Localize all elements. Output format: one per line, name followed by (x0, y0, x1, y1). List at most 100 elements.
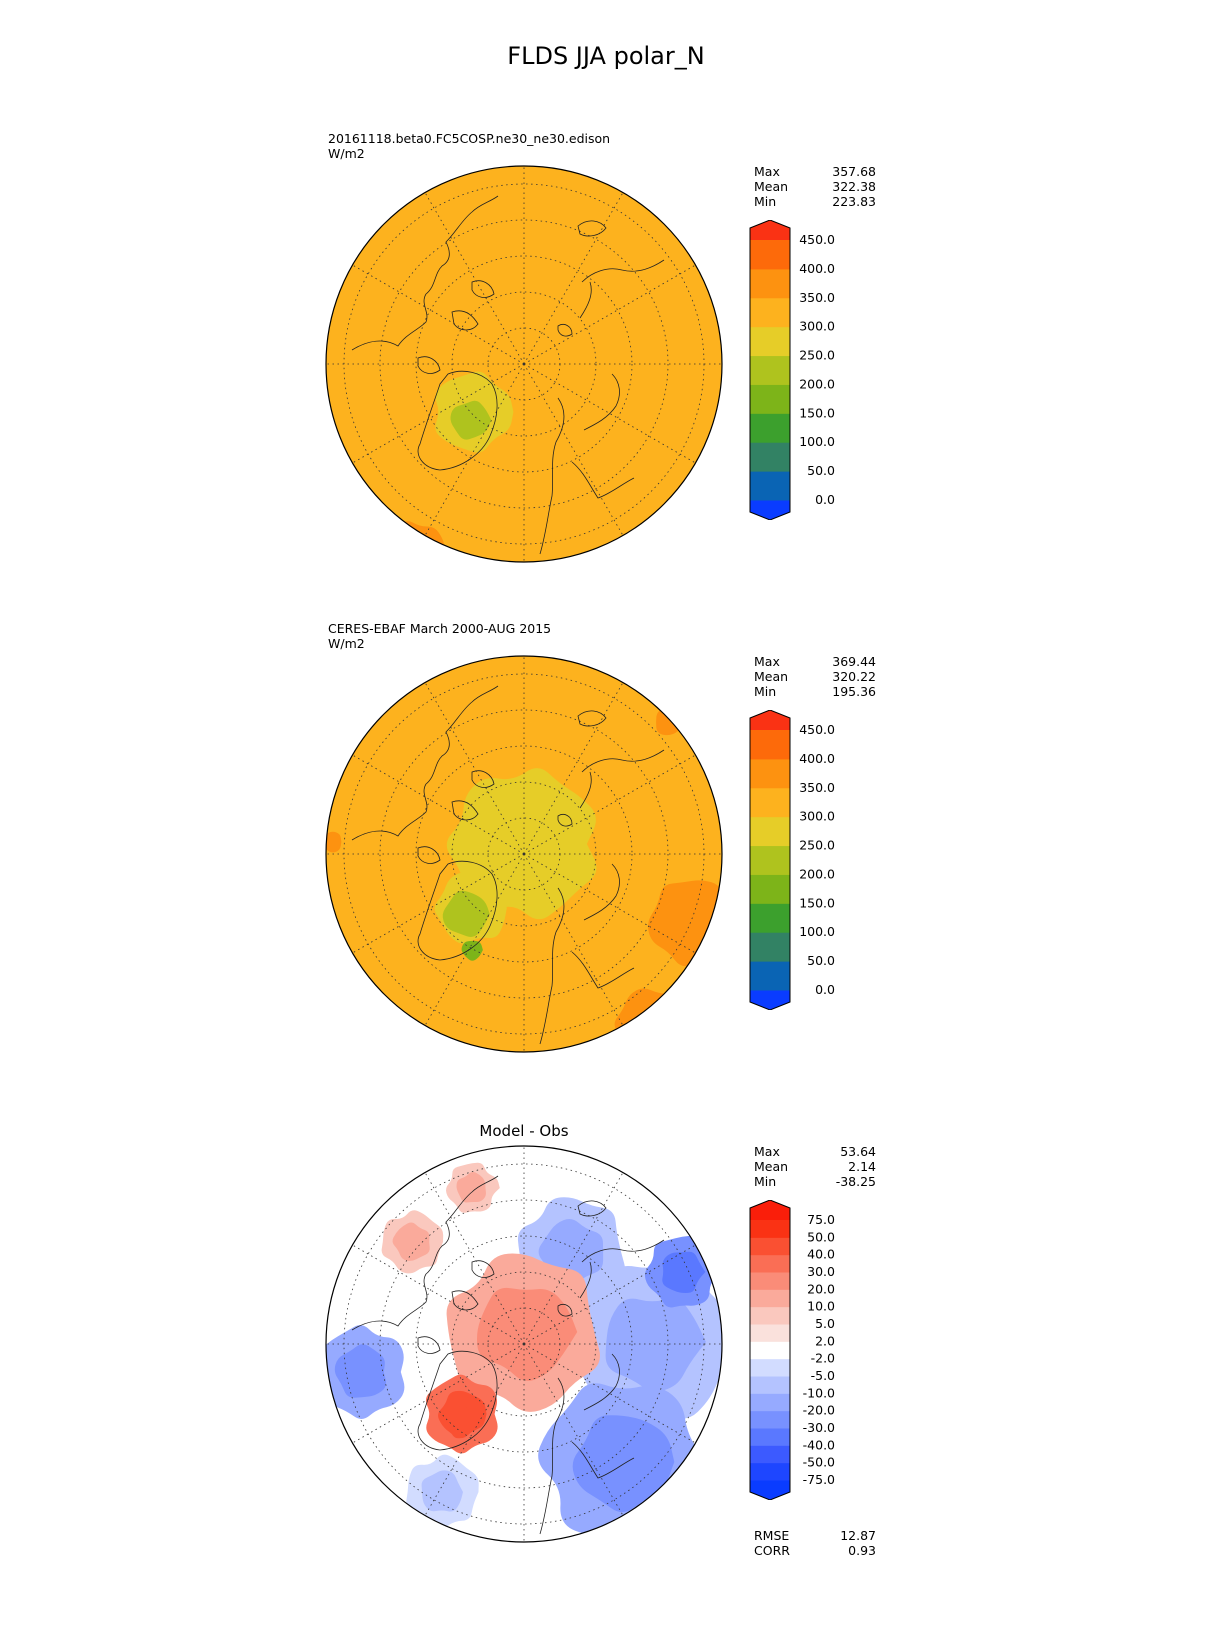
colorbar-swatch (750, 1237, 790, 1256)
field-negative (334, 1344, 387, 1398)
colorbar-swatch (750, 932, 790, 962)
map-boundary (325, 165, 723, 563)
field-positive (443, 1405, 478, 1439)
coastlines (351, 685, 665, 1045)
panel2-stats: Max 369.44 Mean 320.22 Min 195.36 (754, 654, 876, 699)
field-negative (421, 1470, 463, 1512)
colorbar-tick-label: 300.0 (799, 809, 835, 824)
latitude-circle (379, 709, 669, 999)
coastline (417, 860, 498, 961)
stat-label: Max (754, 654, 780, 669)
coastline (579, 1239, 665, 1299)
colorbar-tick-label: 10.0 (807, 1299, 835, 1314)
colorbar-swatch (750, 758, 790, 789)
colorbar-outline (749, 220, 791, 520)
colorbar-swatch (750, 874, 790, 904)
colorbar-swatch (750, 1358, 790, 1377)
colorbar-tick-label: 200.0 (799, 866, 835, 881)
colorbar-swatch (750, 297, 790, 328)
coastline (417, 1260, 495, 1354)
stat-label: Min (754, 1174, 777, 1189)
stat-value: 357.68 (832, 164, 876, 179)
coastline (417, 770, 495, 864)
coastline (557, 220, 607, 337)
panel2-title: CERES-EBAF March 2000-AUG 2015 W/m2 (328, 621, 551, 651)
latitude-circle (451, 1271, 597, 1417)
field-200-250 (450, 400, 492, 440)
colorbar-extend-max (750, 1200, 790, 1220)
stat-value: 195.36 (832, 684, 876, 699)
colorbar-tick-label: 50.0 (807, 463, 835, 478)
panel1-polar-map (325, 165, 723, 563)
latitude-circle (379, 1199, 669, 1489)
colorbar-tick-label: -10.0 (803, 1385, 835, 1400)
stat-value: 320.22 (832, 669, 876, 684)
metric-label: CORR (754, 1543, 790, 1558)
stat-value: 322.38 (832, 179, 876, 194)
metric-value: 12.87 (840, 1528, 876, 1543)
colorbar-tick-label: 0.0 (815, 492, 835, 507)
stat-value: -38.25 (835, 1174, 876, 1189)
colorbar-swatch (750, 1462, 790, 1481)
figure-title: FLDS JJA polar_N (507, 42, 705, 70)
colorbar-tick-label: 350.0 (799, 780, 835, 795)
colorbar-tick-label: -40.0 (803, 1437, 835, 1452)
coastline (417, 280, 495, 374)
colorbar-tick-label: 150.0 (799, 895, 835, 910)
colorbar-tick-label: 450.0 (799, 722, 835, 737)
latitude-circle (379, 219, 669, 509)
map-boundary (325, 655, 723, 1053)
stat-label: Mean (754, 179, 789, 194)
colorbar-tick-label: 20.0 (807, 1281, 835, 1296)
colorbar-tick-label: 250.0 (799, 348, 835, 363)
colorbar-tick-label: 150.0 (799, 405, 835, 420)
stat-label: Min (754, 684, 777, 699)
field-positive (366, 1505, 399, 1538)
coastline (351, 195, 499, 351)
coastline (579, 749, 665, 809)
colorbar-tick-label: 50.0 (807, 953, 835, 968)
latitude-circle (415, 255, 633, 473)
stat-value: 369.44 (832, 654, 876, 669)
panel3-colorbar: 75.0 50.0 40.0 30.0 20.0 10.0 5.0 2.0 -2.0 -5.0 -1… (749, 1200, 835, 1500)
stat-value: 2.14 (848, 1159, 876, 1174)
panel2-title-line1: CERES-EBAF March 2000-AUG 2015 (328, 621, 552, 636)
panel2-units: W/m2 (328, 636, 365, 651)
colorbar-tick-label: 40.0 (807, 1247, 835, 1262)
colorbar-swatch (750, 1428, 790, 1446)
colorbar-tick-label: 5.0 (815, 1316, 835, 1331)
coastline (579, 259, 665, 319)
coastline (351, 685, 499, 841)
colorbar-tick-label: 250.0 (799, 838, 835, 853)
coastline (583, 1353, 620, 1411)
colorbar-swatch (750, 442, 790, 472)
colorbar-swatch (750, 961, 790, 991)
panel3-stats: Max 53.64 Mean 2.14 Min -38.25 (754, 1144, 876, 1189)
colorbar-tick-label: 300.0 (799, 319, 835, 334)
colorbar-tick-label: -50.0 (803, 1455, 835, 1470)
colorbar-tick-label: 75.0 (807, 1212, 835, 1227)
colorbar-swatch (750, 1272, 790, 1290)
colorbar-swatch (750, 903, 790, 933)
colorbar-tick-label: -75.0 (803, 1472, 835, 1487)
colorbar-swatch (750, 1376, 790, 1394)
coastline (583, 373, 620, 431)
map-field (326, 166, 722, 562)
panel2-colorbar: 450.0 400.0 350.0 300.0 250.0 200.0 150.0 100.0… (749, 710, 835, 1010)
latitude-circle (415, 1235, 633, 1453)
colorbar-swatch (750, 1393, 790, 1412)
stat-label: Min (754, 194, 777, 209)
colorbar-swatch (750, 787, 790, 818)
coastline (539, 887, 635, 1045)
colorbar-extend-max (750, 710, 790, 730)
field-150-200 (461, 940, 483, 961)
colorbar-swatch (750, 845, 790, 875)
field-negative (662, 1251, 706, 1293)
coastlines (351, 1175, 665, 1535)
stat-value: 53.64 (840, 1144, 876, 1159)
colorbar-extend-max (750, 220, 790, 240)
colorbar-swatch (750, 471, 790, 501)
field-positive (476, 1287, 578, 1381)
colorbar-tick-label: 400.0 (799, 751, 835, 766)
field-positive (456, 1172, 486, 1203)
